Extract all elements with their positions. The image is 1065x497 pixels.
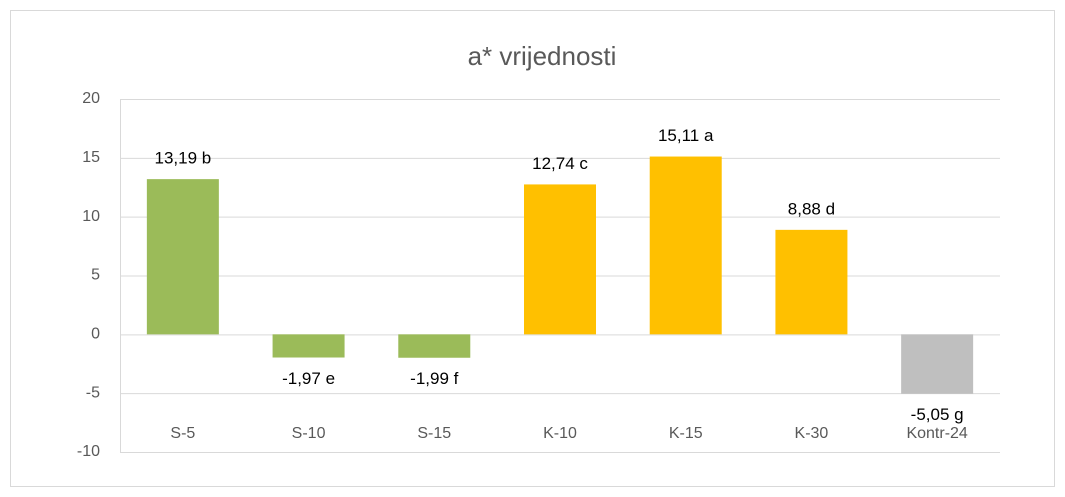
- data-label: -1,99 f: [410, 369, 458, 388]
- data-label: -1,97 e: [282, 369, 335, 388]
- bar: [146, 179, 219, 335]
- bar: [272, 334, 345, 358]
- x-tick-label: Kontr-24: [906, 425, 967, 442]
- y-tick-label: -10: [77, 443, 100, 460]
- x-tick-label: K-30: [795, 425, 829, 442]
- bar: [398, 334, 471, 358]
- y-tick-label: 15: [82, 149, 100, 166]
- x-tick-label: K-15: [669, 425, 703, 442]
- bar: [649, 156, 722, 335]
- data-label: 13,19 b: [154, 149, 211, 168]
- data-label: 15,11 a: [658, 126, 714, 145]
- x-tick-label: S-10: [292, 425, 326, 442]
- x-tick-label: K-10: [543, 425, 577, 442]
- data-label: -5,05 g: [911, 405, 964, 424]
- data-label: 8,88 d: [788, 199, 835, 218]
- data-label: 12,74 c: [532, 154, 588, 173]
- bar: [775, 229, 848, 335]
- bar: [901, 334, 974, 394]
- y-tick-label: 0: [91, 326, 100, 343]
- chart-title: a* vrijednosti: [468, 41, 617, 71]
- y-tick-label: 5: [91, 267, 100, 284]
- y-tick-label: 20: [82, 90, 100, 107]
- y-tick-label: 10: [82, 208, 100, 225]
- x-tick-label: S-5: [170, 425, 195, 442]
- x-tick-label: S-15: [417, 425, 451, 442]
- y-tick-label: -5: [86, 384, 100, 401]
- bar: [524, 184, 596, 335]
